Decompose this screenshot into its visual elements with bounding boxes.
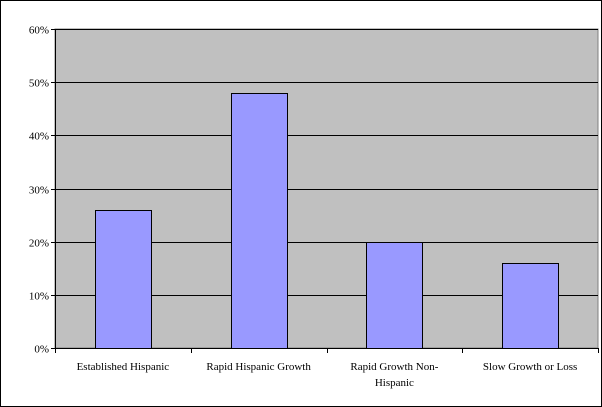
y-axis-ticks: 0% 10% 20% 30% 40% 50% 60%	[29, 25, 55, 356]
y-tick-label: 50%	[29, 78, 49, 90]
x-category-label: Established Hispanic	[77, 361, 170, 373]
x-category-label: Hispanic	[375, 377, 414, 389]
x-category-label: Rapid Hispanic Growth	[206, 361, 311, 373]
bar	[502, 263, 559, 349]
y-tick-label: 40%	[29, 131, 49, 143]
bars	[95, 93, 559, 349]
y-tick-label: 30%	[29, 185, 49, 197]
x-category-label: Rapid Growth Non-	[350, 361, 438, 373]
y-tick-label: 10%	[29, 291, 49, 303]
y-tick-label: 20%	[29, 238, 49, 250]
y-tick-label: 60%	[29, 25, 49, 37]
bar	[95, 210, 152, 349]
x-axis-ticks: Established Hispanic Rapid Hispanic Growt…	[55, 348, 599, 389]
x-category-label: Slow Growth or Loss	[483, 361, 577, 373]
bar	[231, 93, 288, 349]
bar	[366, 242, 423, 349]
y-tick-label: 0%	[34, 344, 49, 356]
